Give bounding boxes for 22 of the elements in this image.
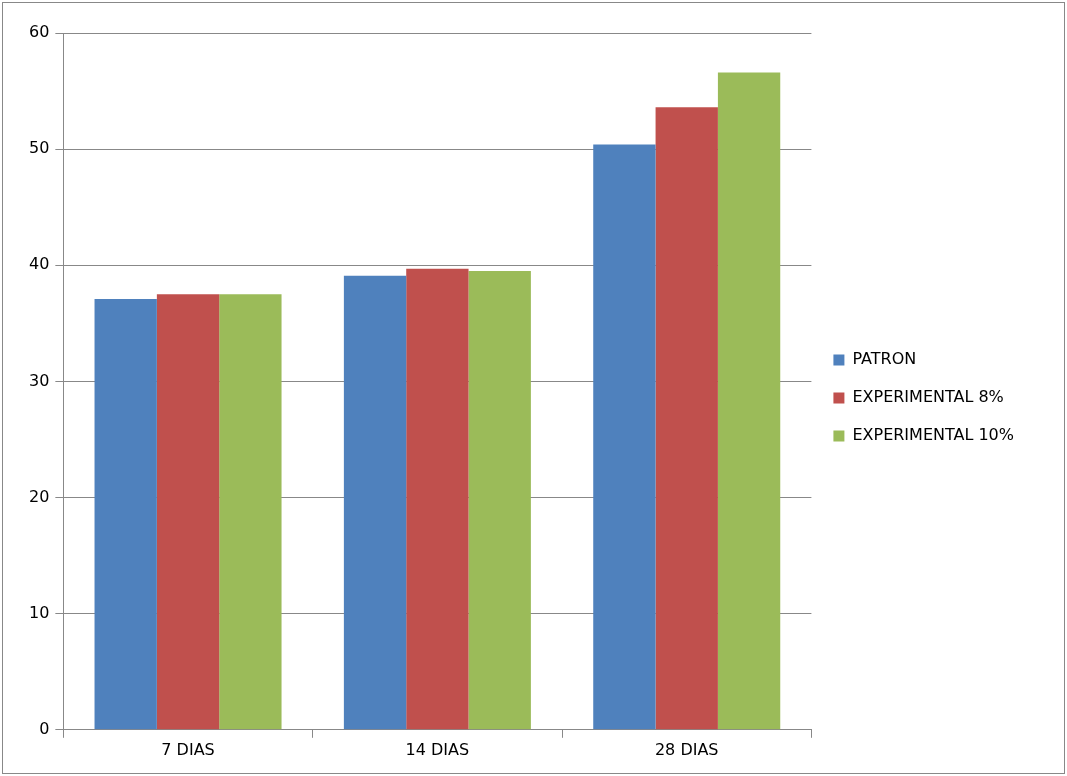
bar bbox=[468, 271, 531, 730]
y-tick-label: 10 bbox=[29, 602, 50, 622]
y-tick-label: 40 bbox=[29, 254, 50, 274]
y-tick-label: 0 bbox=[39, 718, 50, 738]
x-tick-label: 14 DIAS bbox=[405, 739, 470, 759]
x-tick-label: 28 DIAS bbox=[654, 739, 719, 759]
bar bbox=[94, 298, 157, 730]
y-tick-label: 20 bbox=[29, 486, 50, 506]
legend-label: PATRON bbox=[852, 349, 917, 369]
x-tick-label: 7 DIAS bbox=[161, 739, 215, 759]
bar bbox=[717, 72, 781, 730]
y-tick-label: 60 bbox=[29, 22, 50, 42]
bar bbox=[593, 144, 656, 730]
bar bbox=[406, 268, 469, 730]
bar bbox=[655, 107, 718, 730]
y-tick-label: 30 bbox=[29, 370, 50, 390]
bar bbox=[219, 294, 282, 730]
bar bbox=[343, 275, 407, 730]
legend-label: EXPERIMENTAL 10% bbox=[852, 425, 1015, 445]
y-tick-label: 50 bbox=[29, 138, 50, 158]
bar bbox=[156, 294, 220, 730]
legend-label: EXPERIMENTAL 8% bbox=[852, 387, 1004, 407]
